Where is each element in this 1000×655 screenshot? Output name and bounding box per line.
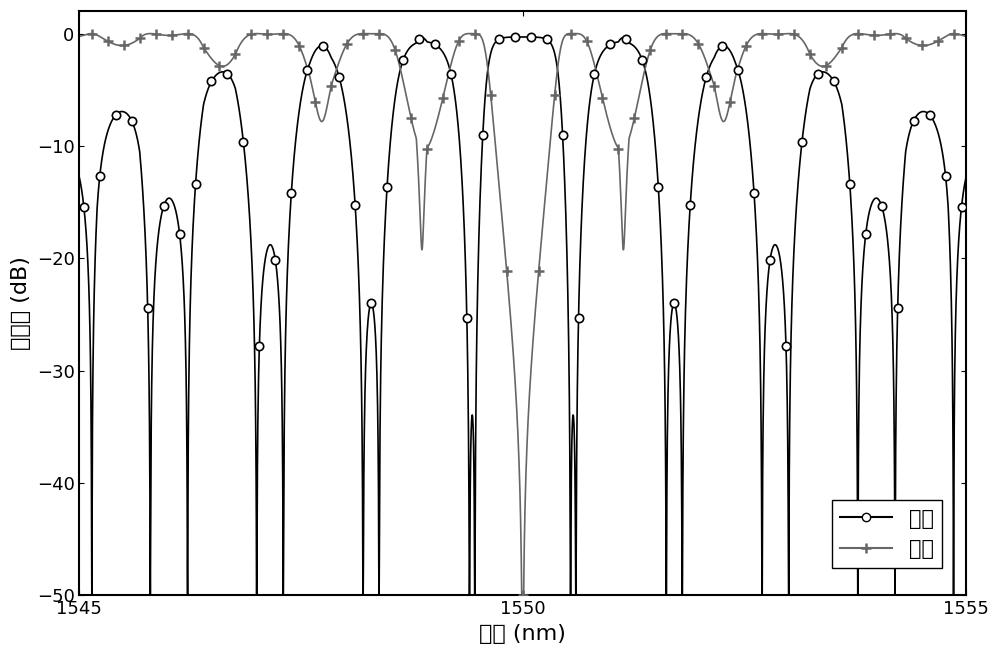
透射 [509, 33, 521, 41]
透射 [397, 56, 409, 64]
X-axis label: 波长 (nm): 波长 (nm) [479, 624, 566, 644]
反射 [868, 31, 880, 39]
反射 [405, 114, 417, 122]
反射 [948, 29, 960, 37]
Line: 透射: 透射 [80, 33, 966, 350]
反射 [932, 37, 944, 45]
透射 [780, 342, 792, 350]
反射 [293, 42, 305, 50]
透射 [636, 56, 648, 64]
反射 [182, 29, 194, 37]
透射 [764, 256, 776, 264]
反射 [245, 30, 257, 38]
Y-axis label: 透过率 (dB): 透过率 (dB) [11, 256, 31, 350]
透射 [94, 172, 106, 180]
透射 [588, 69, 600, 77]
反射 [86, 29, 98, 37]
透射 [668, 299, 680, 307]
透射 [78, 203, 90, 211]
Legend: 透射, 反射: 透射, 反射 [832, 500, 942, 567]
Line: 反射: 反射 [87, 29, 958, 601]
透射 [956, 203, 968, 211]
反射 [517, 591, 529, 599]
